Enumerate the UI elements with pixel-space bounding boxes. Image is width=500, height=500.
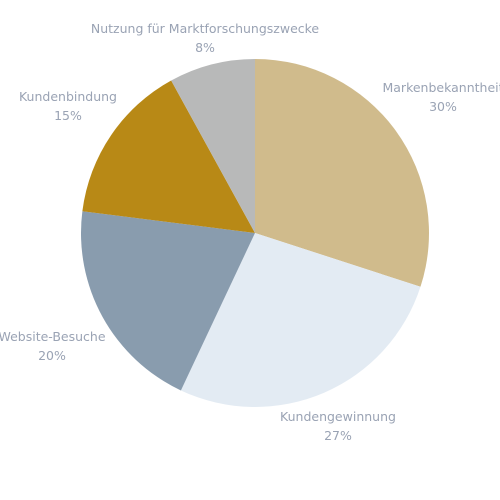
pie-slice-nutzung-fuer-marktforschungszwecke — [171, 59, 255, 233]
slice-value-website-besuche: 20% — [38, 348, 66, 363]
slice-value-kundenbindung: 15% — [54, 108, 82, 123]
slice-value-markenbekanntheit: 30% — [429, 99, 457, 114]
slice-label-kundenbindung: Kundenbindung — [19, 89, 117, 104]
slices — [80, 59, 429, 408]
pie-slice-kundengewinnung — [180, 233, 421, 408]
slice-value-kundengewinnung: 27% — [324, 428, 352, 443]
slice-labels: Markenbekanntheit 30% Kundengewinnung 27% We… — [0, 21, 500, 443]
pie-slice-kundenbindung — [82, 80, 256, 234]
slice-label-kundengewinnung: Kundengewinnung — [280, 409, 396, 424]
slice-label-website-besuche: Website-Besuche — [0, 329, 106, 344]
slice-label-markenbekanntheit: Markenbekanntheit — [382, 80, 500, 95]
pie-slice-markenbekanntheit — [255, 59, 429, 287]
slice-value-nutzung-fuer-marktforschungszwecke: 8% — [195, 40, 215, 55]
slice-label-nutzung-fuer-marktforschungszwecke: Nutzung für Marktforschungszwecke — [91, 21, 320, 36]
pie-slice-website-besuche — [80, 211, 255, 391]
